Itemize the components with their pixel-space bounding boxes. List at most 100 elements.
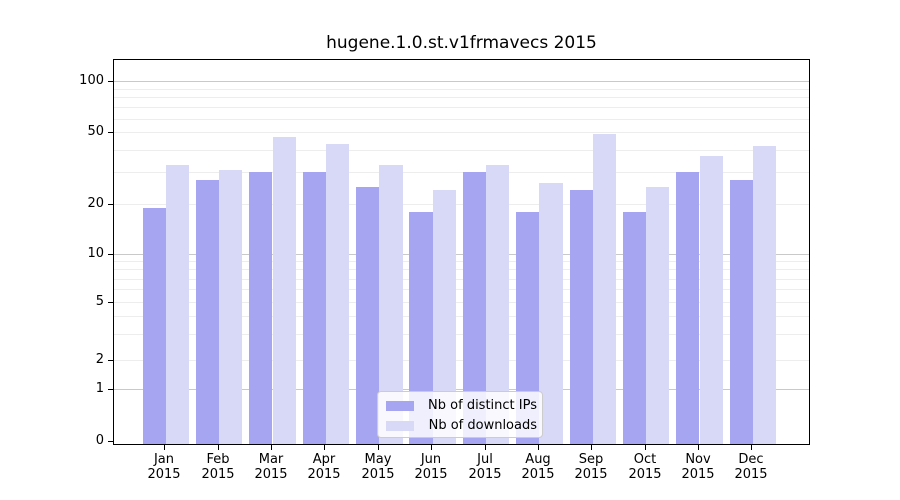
y-tick	[108, 204, 113, 205]
bar-distinct-ips-nov	[676, 172, 700, 444]
x-tick-month: Jun	[420, 452, 442, 467]
x-tick-label: Jan 2015	[136, 452, 192, 482]
x-tick-year: 2015	[468, 467, 502, 482]
y-tick-label: 2	[95, 352, 104, 367]
y-tick-label: 20	[87, 196, 104, 211]
x-tick-year: 2015	[307, 467, 341, 482]
gridline-minor	[113, 269, 810, 270]
bar-downloads-nov	[699, 155, 723, 444]
x-tick-year: 2015	[201, 467, 235, 482]
x-tick-label: Jul 2015	[457, 452, 513, 482]
gridline-minor	[113, 89, 810, 90]
bar-downloads-dec	[752, 145, 777, 444]
x-tick	[378, 445, 379, 450]
gridline-major	[113, 81, 810, 82]
bar-distinct-ips-mar	[249, 172, 273, 444]
y-tick	[108, 302, 113, 303]
bar-downloads-oct	[646, 186, 670, 444]
x-tick-label: Dec 2015	[723, 452, 779, 482]
gridline-minor	[113, 107, 810, 108]
legend: Nb of distinct IPs Nb of downloads	[377, 391, 543, 438]
gridline-major	[113, 389, 810, 390]
y-tick	[108, 360, 113, 361]
gridline-minor	[113, 261, 810, 262]
x-tick-year: 2015	[147, 467, 181, 482]
x-tick-label: Mar 2015	[243, 452, 299, 482]
x-tick	[698, 445, 699, 450]
legend-label-downloads: Nb of downloads	[428, 418, 537, 433]
x-tick-label: Feb 2015	[190, 452, 246, 482]
x-tick-month: Sep	[578, 452, 604, 467]
x-tick	[164, 445, 165, 450]
x-tick-year: 2015	[628, 467, 662, 482]
y-tick-label: 10	[87, 246, 104, 261]
x-tick-year: 2015	[414, 467, 448, 482]
gridline-minor	[113, 289, 810, 290]
legend-label-distinct-ips: Nb of distinct IPs	[428, 398, 537, 413]
bar-downloads-jun	[432, 189, 456, 444]
legend-swatch-distinct-ips	[386, 401, 414, 411]
gridline-minor	[113, 334, 810, 335]
y-tick-label: 100	[79, 73, 104, 88]
y-tick-label: 0	[95, 433, 104, 448]
gridline-minor	[113, 302, 810, 303]
bar-downloads-feb	[219, 169, 243, 444]
bar-downloads-may	[379, 164, 403, 444]
x-tick-year: 2015	[361, 467, 395, 482]
x-tick-label: Sep 2015	[563, 452, 619, 482]
x-tick-month: Aug	[525, 452, 551, 467]
x-tick-label: May 2015	[350, 452, 406, 482]
x-tick-year: 2015	[734, 467, 768, 482]
x-tick-label: Jun 2015	[403, 452, 459, 482]
x-tick-label: Apr 2015	[296, 452, 352, 482]
gridline-minor	[113, 204, 810, 205]
bar-downloads-sep	[592, 133, 617, 444]
y-tick	[108, 254, 113, 255]
plot-frame	[113, 59, 810, 445]
x-tick-year: 2015	[681, 467, 715, 482]
x-tick	[485, 445, 486, 450]
legend-swatch-downloads	[386, 421, 414, 431]
x-tick-year: 2015	[521, 467, 555, 482]
y-tick	[108, 132, 113, 133]
x-tick-label: Nov 2015	[670, 452, 726, 482]
bar-downloads-jul	[486, 164, 510, 444]
x-tick-month: May	[364, 452, 392, 467]
x-tick	[431, 445, 432, 450]
gridline-minor	[113, 150, 810, 151]
x-tick	[645, 445, 646, 450]
x-tick	[751, 445, 752, 450]
y-tick	[108, 441, 113, 442]
bar-distinct-ips-jun	[409, 211, 433, 444]
bar-downloads-apr	[325, 143, 350, 444]
chart-title: hugene.1.0.st.v1frmavecs 2015	[326, 33, 597, 53]
bar-distinct-ips-sep	[569, 189, 593, 444]
x-tick	[591, 445, 592, 450]
legend-item-distinct-ips: Nb of distinct IPs	[378, 396, 542, 416]
x-tick-label: Oct 2015	[617, 452, 673, 482]
gridline-minor	[113, 132, 810, 133]
bar-distinct-ips-jul	[462, 172, 486, 444]
bar-downloads-mar	[272, 136, 296, 444]
x-tick-month: Apr	[312, 452, 336, 467]
x-tick-month: Feb	[206, 452, 230, 467]
bar-distinct-ips-oct	[622, 211, 647, 444]
bar-distinct-ips-dec	[729, 180, 753, 444]
x-tick	[271, 445, 272, 450]
x-tick-month: Dec	[738, 452, 764, 467]
y-tick-label: 1	[95, 381, 104, 396]
y-tick-label: 5	[95, 294, 104, 309]
gridline-minor	[113, 119, 810, 120]
y-tick	[108, 389, 113, 390]
bar-distinct-ips-feb	[195, 180, 220, 444]
x-tick	[324, 445, 325, 450]
x-tick-month: Jul	[477, 452, 493, 467]
gridline-minor	[113, 360, 810, 361]
y-tick-label: 50	[87, 124, 104, 139]
x-tick-year: 2015	[574, 467, 608, 482]
x-tick-year: 2015	[254, 467, 288, 482]
gridline-major	[113, 254, 810, 255]
bar-distinct-ips-may	[356, 186, 380, 444]
bar-downloads-aug	[539, 183, 563, 444]
